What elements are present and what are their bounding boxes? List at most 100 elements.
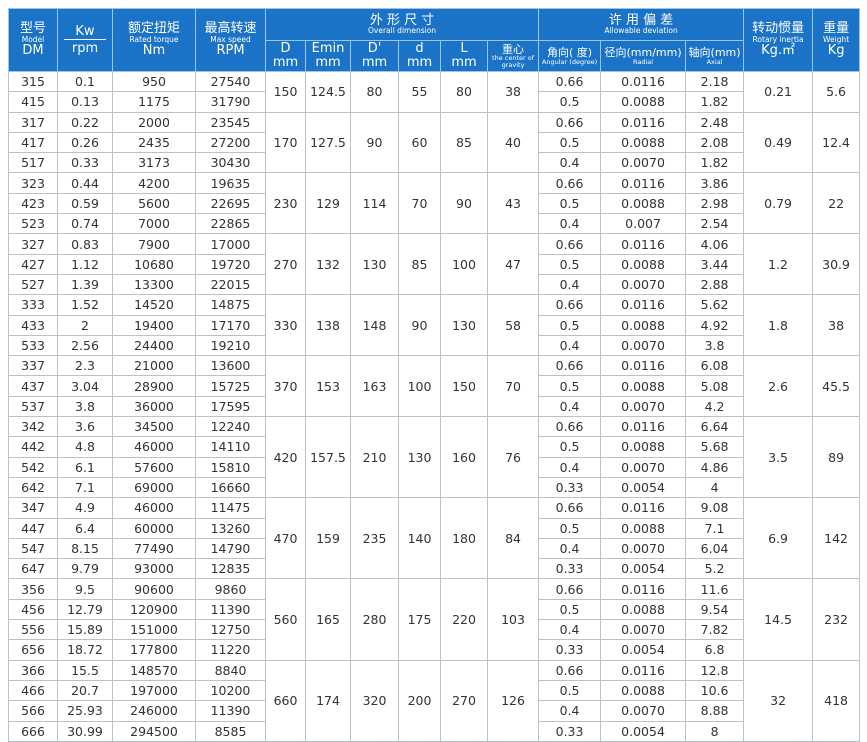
cell: 130 (350, 233, 399, 296)
cell: 0.0116 (600, 659, 687, 681)
table-row: 347 4.9 46000 11475 470 159 235 140 180 84 0.66 0.0… (8, 497, 861, 580)
cell: 140 (398, 497, 441, 580)
cell: 12.8 (685, 659, 745, 681)
cell: 14.5 (743, 578, 814, 661)
cell: 0.4 (538, 152, 602, 174)
header-text: 外 形 尺 寸 (369, 12, 435, 28)
cell: 3.8 (57, 395, 113, 418)
header-text: d (415, 41, 424, 57)
cell: 337 (8, 355, 58, 377)
cell: 320 (350, 659, 399, 742)
cell: 153 (305, 355, 351, 418)
cell: 60000 (112, 517, 196, 539)
cell: 8.15 (57, 537, 113, 560)
cell: 47 (486, 233, 540, 296)
cell: 5600 (112, 192, 196, 215)
cell: 90 (440, 172, 488, 235)
cell: 24400 (112, 334, 196, 357)
cell: 93000 (112, 558, 196, 580)
cell: 556 (8, 619, 58, 641)
cell: 90 (350, 111, 399, 174)
cell: 6.8 (685, 639, 745, 661)
table-row: 447 6.4 60000 13260 0.5 0.0088 7.1 (8, 517, 860, 539)
header-text: Rated torque (129, 35, 179, 45)
cell: 130 (440, 294, 488, 357)
header-text: 径向(mm/mm) (604, 45, 682, 59)
cell: 0.4 (538, 395, 602, 418)
cell: 22865 (195, 213, 266, 235)
cell: 0.66 (538, 294, 602, 316)
cell: 11.6 (685, 578, 745, 600)
cell: 90600 (112, 578, 196, 600)
header-text: DM (22, 42, 44, 58)
cell: 527 (8, 273, 58, 296)
cell: 370 (265, 355, 306, 418)
cell: 85 (398, 233, 441, 296)
cell: 114 (350, 172, 399, 235)
header-cell: 额定扭矩 Rated torque Nm (112, 8, 196, 72)
cell: 23545 (195, 111, 266, 133)
header-text: Weight (823, 35, 850, 45)
cell: 0.0054 (600, 720, 687, 742)
cell: 4200 (112, 172, 196, 194)
cell: 1.82 (685, 91, 745, 113)
header-rule (64, 38, 106, 40)
cell: 0.49 (743, 111, 814, 174)
cell: 456 (8, 598, 58, 621)
cell: 566 (8, 700, 58, 722)
table-row: 417 0.26 2435 27200 0.5 0.0088 2.08 (8, 131, 860, 154)
cell: 9.79 (57, 558, 113, 580)
cell: 0.4 (538, 273, 602, 296)
table-row: 366 15.5 148570 8840 660 174 320 200 270 126 0.66 0… (8, 659, 861, 742)
cell: 45.5 (812, 355, 861, 418)
cell: 327 (8, 233, 58, 255)
cell: 2.98 (685, 192, 745, 215)
header-cell: 轴向(mm) Axial (685, 40, 745, 72)
cell: 666 (8, 720, 58, 742)
header-cell: 径向(mm/mm) Radial (600, 40, 687, 72)
cell: 3.86 (685, 172, 745, 194)
cell: 6.08 (685, 355, 745, 377)
cell: 2435 (112, 131, 196, 154)
cell: 0.66 (538, 416, 602, 438)
table-body: 315 0.1 950 27540 150 124.5 80 55 80 38 0.66 0.0116… (8, 70, 861, 742)
cell: 420 (265, 416, 306, 499)
cell: 157.5 (305, 416, 351, 499)
cell: 14875 (195, 294, 266, 316)
cell: 12240 (195, 416, 266, 438)
cell: 130 (398, 416, 441, 499)
header-text: mm (272, 55, 299, 70)
cell: 148570 (112, 659, 196, 681)
cell: 15.89 (57, 619, 113, 641)
cell: 542 (8, 456, 58, 478)
cell: 170 (265, 111, 306, 174)
header-text: mm (451, 55, 477, 70)
cell: 642 (8, 476, 58, 499)
cell: 0.5 (538, 517, 602, 539)
cell: 560 (265, 578, 306, 661)
cell: 280 (350, 578, 399, 661)
cell: 16660 (195, 476, 266, 499)
cell: 27200 (195, 131, 266, 154)
cell: 3.44 (685, 253, 745, 275)
cell: 294500 (112, 720, 196, 742)
cell: 89 (812, 416, 861, 499)
header-cell: 外 形 尺 寸 Overall dimension (264, 8, 540, 41)
cell: 34500 (112, 416, 196, 438)
header-text: Kw (75, 23, 95, 39)
table-row: 337 2.3 21000 13600 370 153 163 100 150 70 0.66 0.0… (8, 355, 861, 418)
cell: 69000 (112, 476, 196, 499)
cell: 177800 (112, 639, 196, 661)
cell: 0.5 (538, 436, 602, 458)
cell: 15810 (195, 456, 266, 478)
cell: 0.0088 (600, 436, 687, 458)
cell: 220 (440, 578, 488, 661)
cell: 175 (398, 578, 441, 661)
cell: 0.0116 (600, 416, 687, 438)
cell: 0.4 (538, 456, 602, 478)
cell: 0.0116 (600, 294, 687, 316)
cell: 129 (305, 172, 351, 235)
table-row: 566 25.93 246000 11390 0.4 0.0070 8.88 (8, 700, 860, 722)
cell: 0.4 (538, 213, 602, 235)
cell: 5.68 (685, 436, 745, 458)
